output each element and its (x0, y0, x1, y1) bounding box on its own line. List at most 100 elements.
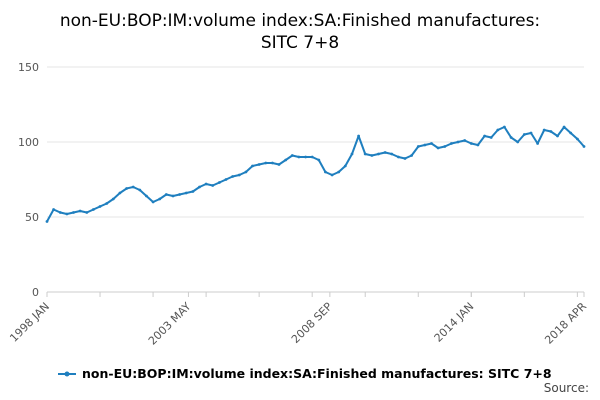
data-point[interactable] (257, 163, 261, 166)
grid-lines (47, 66, 584, 293)
data-point[interactable] (204, 182, 208, 186)
data-point[interactable] (264, 161, 268, 165)
x-tick-label: 1998 JAN (7, 300, 52, 345)
data-point[interactable] (483, 134, 486, 138)
x-tick-label: 2014 JAN (432, 300, 477, 345)
data-point[interactable] (416, 145, 420, 148)
data-point[interactable] (145, 194, 148, 198)
data-point[interactable] (244, 170, 248, 174)
data-point[interactable] (304, 155, 307, 159)
data-point[interactable] (423, 143, 427, 147)
data-point[interactable] (78, 209, 82, 213)
data-point[interactable] (463, 139, 467, 142)
chart-title-line-1: non-EU:BOP:IM:volume index:SA:Finished m… (60, 11, 540, 31)
data-point[interactable] (297, 155, 301, 159)
x-tick-label: 2008 SEP (289, 300, 335, 346)
data-point[interactable] (251, 164, 254, 168)
data-point[interactable] (576, 137, 579, 141)
y-tick-label: 50 (25, 211, 39, 224)
data-point[interactable] (105, 202, 109, 205)
data-point[interactable] (184, 191, 188, 195)
data-point[interactable] (522, 133, 526, 136)
data-point[interactable] (277, 163, 281, 166)
data-point[interactable] (456, 140, 460, 144)
legend[interactable]: non-EU:BOP:IM:volume index:SA:Finished m… (58, 366, 552, 381)
data-point[interactable] (542, 128, 546, 132)
data-point[interactable] (317, 158, 321, 162)
data-point[interactable] (516, 140, 520, 144)
data-point[interactable] (509, 136, 513, 139)
data-point[interactable] (98, 205, 102, 208)
data-point[interactable] (377, 152, 380, 156)
data-point[interactable] (138, 188, 142, 192)
data-point[interactable] (397, 155, 400, 159)
data-point[interactable] (52, 208, 55, 211)
data-point[interactable] (45, 220, 49, 223)
data-point[interactable] (536, 142, 539, 145)
data-point[interactable] (383, 151, 387, 154)
data-point[interactable] (65, 212, 69, 216)
data-point[interactable] (489, 136, 493, 139)
data-point[interactable] (450, 142, 453, 145)
data-point[interactable] (496, 128, 500, 132)
data-point[interactable] (350, 152, 354, 156)
data-point[interactable] (562, 125, 566, 129)
data-point[interactable] (370, 154, 374, 157)
chart-title-line-2: SITC 7+8 (261, 33, 339, 53)
data-point[interactable] (191, 190, 195, 193)
data-point[interactable] (164, 193, 168, 196)
legend-label: non-EU:BOP:IM:volume index:SA:Finished m… (82, 366, 552, 381)
data-point[interactable] (72, 211, 75, 214)
data-point[interactable] (125, 187, 128, 190)
data-point[interactable] (549, 130, 553, 133)
data-point[interactable] (310, 155, 314, 159)
data-point[interactable] (324, 170, 327, 174)
data-point[interactable] (503, 125, 506, 129)
y-tick-label: 0 (32, 286, 39, 299)
data-point[interactable] (284, 158, 288, 162)
series-line (46, 126, 585, 222)
data-point[interactable] (158, 197, 162, 201)
data-point[interactable] (569, 131, 573, 135)
data-point[interactable] (171, 194, 175, 198)
data-point[interactable] (178, 193, 182, 196)
data-point[interactable] (430, 142, 433, 145)
data-point[interactable] (337, 170, 341, 174)
data-point[interactable] (290, 154, 294, 157)
data-point[interactable] (111, 197, 115, 201)
data-point[interactable] (231, 175, 235, 178)
data-point[interactable] (410, 154, 413, 157)
data-point[interactable] (118, 191, 122, 195)
data-point[interactable] (556, 134, 559, 138)
data-point[interactable] (58, 211, 62, 214)
data-point[interactable] (131, 185, 135, 189)
data-point[interactable] (330, 173, 334, 177)
data-point[interactable] (363, 152, 367, 156)
data-point[interactable] (476, 143, 480, 147)
data-point[interactable] (403, 157, 407, 160)
data-point[interactable] (343, 164, 347, 168)
data-point[interactable] (443, 145, 447, 148)
data-point[interactable] (92, 208, 95, 211)
data-point[interactable] (436, 146, 440, 150)
data-point[interactable] (218, 181, 221, 184)
y-tick-label: 100 (18, 136, 39, 149)
data-point[interactable] (529, 131, 533, 135)
x-tick-label: 2018 APR (542, 300, 589, 347)
data-point[interactable] (357, 134, 360, 138)
data-point[interactable] (85, 211, 89, 214)
legend-point-marker (64, 371, 70, 377)
data-point[interactable] (469, 142, 473, 145)
data-point[interactable] (151, 200, 155, 204)
x-axis: 1998 JAN 2003 MAY 2008 SEP 2014 JAN 2018 APR (7, 291, 589, 348)
data-point[interactable] (237, 173, 241, 177)
data-point[interactable] (271, 161, 274, 165)
source-label: Source: (544, 381, 589, 395)
data-point[interactable] (198, 185, 201, 189)
data-point[interactable] (211, 184, 215, 187)
data-point[interactable] (582, 145, 586, 148)
series-layer (45, 125, 586, 223)
data-point[interactable] (224, 178, 228, 181)
data-point[interactable] (390, 152, 394, 156)
